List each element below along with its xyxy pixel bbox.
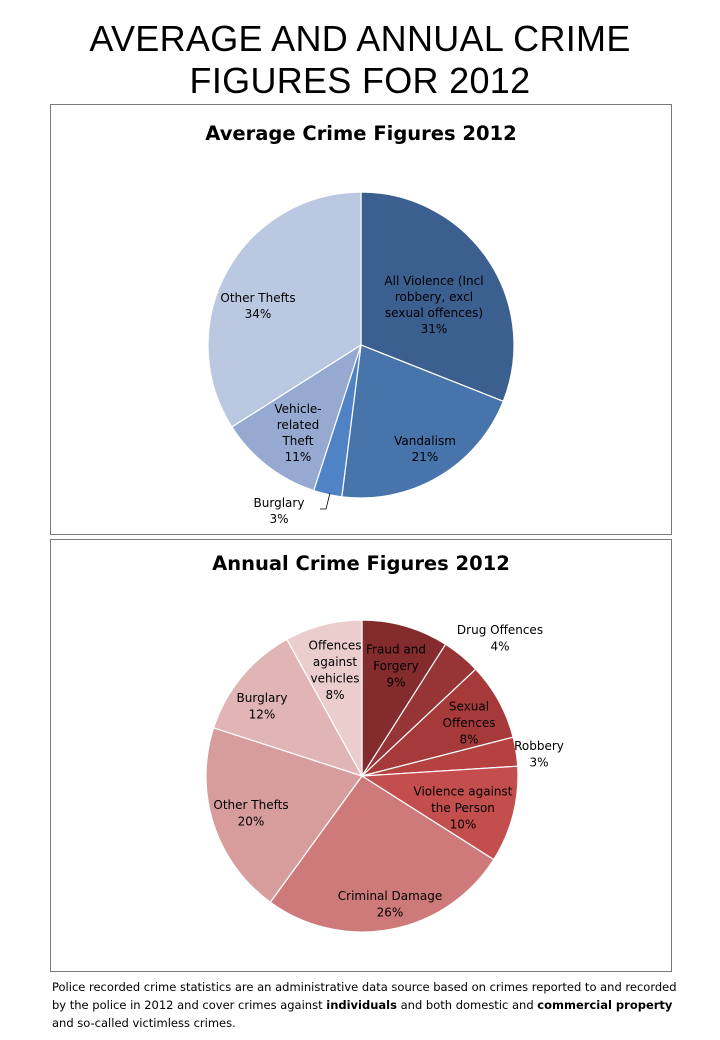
data-label-name: Burglary	[237, 691, 288, 705]
data-label-all-violence-incl-robbery-excl-sexual-offences: All Violence (Incl robbery, excl sexual of…	[384, 274, 483, 336]
pie-slice-other-thefts	[205, 727, 363, 904]
data-label-name: related	[277, 418, 319, 432]
data-label-name: All Violence (Incl	[384, 274, 483, 288]
data-label-drug-offences: Drug Offences 4%	[457, 623, 543, 654]
data-label-name: sexual offences)	[385, 306, 483, 320]
chart-title: Average Crime Figures 2012	[205, 122, 517, 145]
data-label-value: 21%	[412, 450, 439, 464]
pie-slice-fraud-and-forgery	[361, 619, 447, 779]
footnote-text: and both domestic and	[396, 998, 538, 1012]
data-label-name: Forgery	[373, 659, 419, 673]
data-label-value: 34%	[245, 307, 272, 321]
page-title-line-2: FIGURES FOR 2012	[189, 60, 531, 101]
pie-slice-criminal-damage	[269, 775, 495, 933]
data-label-name: Robbery	[514, 739, 564, 753]
data-label-robbery: Robbery 3%	[514, 739, 564, 770]
data-label-violence-against-the-person: Violence against the Person 10%	[414, 785, 513, 832]
data-label-burglary: Burglary 3%	[254, 496, 305, 526]
page-title-line-1: AVERAGE AND ANNUAL CRIME	[89, 18, 631, 59]
data-label-criminal-damage: Criminal Damage 26%	[338, 889, 442, 920]
data-label-name: Other Thefts	[220, 291, 295, 305]
data-label-value: 3%	[529, 755, 548, 769]
data-label-name: the Person	[431, 801, 495, 815]
data-label-name: robbery, excl	[395, 290, 473, 304]
data-label-offences-against-vehicles: Offences against vehicles 8%	[309, 638, 362, 702]
data-label-name: against	[313, 655, 358, 669]
footnote-emphasis-commercial-property: commercial property	[537, 998, 673, 1012]
data-label-burglary: Burglary 12%	[237, 691, 288, 722]
data-label-value: 3%	[269, 512, 288, 526]
data-label-value: 8%	[459, 733, 478, 747]
pie-slice-vandalism	[341, 344, 505, 499]
footnote-text: Police recorded crime statistics are an …	[52, 980, 677, 1012]
data-label-name: Vandalism	[394, 434, 456, 448]
pie-slice-violence-against-the-person	[360, 765, 519, 861]
data-label-name: Fraud and	[366, 643, 426, 657]
data-label-value: 8%	[325, 688, 344, 702]
data-label-value: 20%	[238, 814, 265, 828]
data-label-value: 4%	[490, 639, 509, 653]
data-label-name: Other Thefts	[213, 798, 288, 812]
average-pie-chart: All Violence (Incl robbery, excl sexual of…	[207, 191, 515, 526]
pie-slice-offences-against-vehicles	[286, 619, 363, 777]
average-crime-chart: Average Crime Figures 2012 All Violence …	[50, 104, 672, 535]
data-label-name: vehicles	[311, 671, 360, 685]
data-label-name: Theft	[281, 434, 313, 448]
footnote-emphasis-individuals: individuals	[326, 998, 397, 1012]
data-label-name: Drug Offences	[457, 623, 543, 637]
annual-pie-chart: Fraud and Forgery 9% Drug Offences 4% Sexual O…	[205, 619, 564, 933]
data-label-name: Offences	[443, 716, 496, 730]
pie-slice-vehicle-related-theft	[230, 343, 363, 492]
data-label-name: Violence against	[414, 785, 513, 799]
data-label-name: Offences	[309, 638, 362, 652]
data-label-value: 11%	[285, 450, 312, 464]
pie-slice-all-violence-incl-robbery-excl-sexual-offences	[360, 191, 515, 403]
data-label-name: Burglary	[254, 496, 305, 510]
data-label-value: 10%	[450, 818, 477, 832]
chart-title: Annual Crime Figures 2012	[212, 552, 510, 575]
data-label-fraud-and-forgery: Fraud and Forgery 9%	[366, 643, 426, 690]
annual-crime-chart: Annual Crime Figures 2012 Fraud and Forge…	[50, 539, 672, 972]
pie-slice-other-thefts	[207, 191, 362, 428]
data-label-vehicle-related-theft: Vehicle-related Theft 11%	[274, 402, 321, 464]
data-label-value: 31%	[421, 322, 448, 336]
data-label-sexual-offences: Sexual Offences 8%	[443, 700, 496, 747]
footnote-text: and so-called victimless crimes.	[52, 1016, 236, 1030]
footnote: Police recorded crime statistics are an …	[52, 978, 692, 1032]
leader-line	[320, 492, 331, 510]
data-label-other-thefts: Other Thefts 20%	[213, 798, 288, 829]
data-label-value: 9%	[386, 676, 405, 690]
data-label-other-thefts: Other Thefts 34%	[220, 291, 295, 321]
data-label-name: Criminal Damage	[338, 889, 442, 903]
data-label-vandalism: Vandalism 21%	[394, 434, 456, 464]
data-label-name: Sexual	[449, 700, 489, 714]
data-label-name: Vehicle-	[274, 402, 321, 416]
page-title: AVERAGE AND ANNUAL CRIME FIGURES FOR 201…	[0, 18, 720, 102]
data-label-value: 26%	[377, 905, 404, 919]
data-label-value: 12%	[249, 707, 276, 721]
pie-slice-burglary	[212, 638, 364, 778]
